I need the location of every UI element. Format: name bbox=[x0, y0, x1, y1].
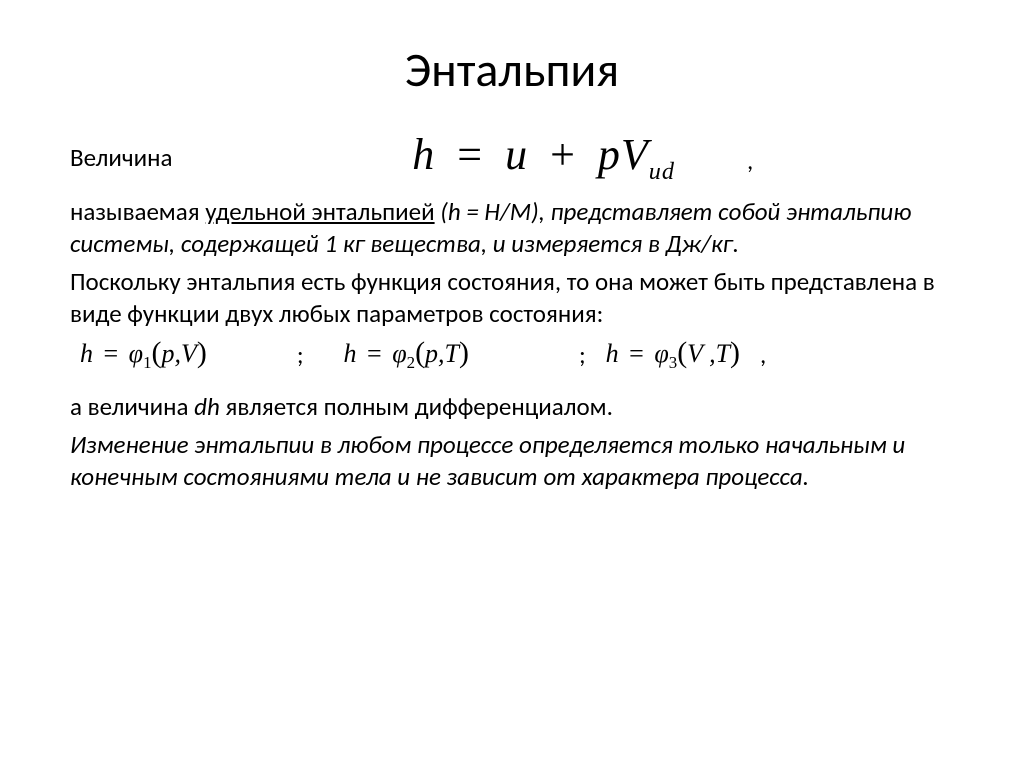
equations-row: h = φ1(p,V) ; h = φ2(p,T) ; h = φ3(V ,T)… bbox=[70, 336, 954, 373]
p1-underlined: удельной энтальпией bbox=[205, 196, 434, 227]
paragraph-2: Поскольку энтальпия есть функция состоян… bbox=[70, 266, 954, 330]
p3-post: является полным дифференциалом. bbox=[220, 391, 613, 422]
main-equation: h = u + pVud , bbox=[212, 129, 954, 186]
p1-pre: называемая bbox=[70, 196, 205, 227]
eq2-args: p,T bbox=[425, 339, 459, 368]
eq3: h = φ3(V ,T) bbox=[606, 336, 740, 373]
eq-rhs1: u bbox=[505, 130, 528, 179]
eq1-lhs: h bbox=[80, 339, 93, 368]
sep2: ; bbox=[469, 339, 606, 370]
eq1-sub: 1 bbox=[143, 353, 151, 372]
eq2-sub: 2 bbox=[407, 353, 415, 372]
eq-rhs2-sub: ud bbox=[649, 158, 675, 185]
eq1: h = φ1(p,V) bbox=[70, 336, 207, 373]
intro-row: Величина h = u + pVud , bbox=[70, 129, 954, 186]
eq3-sub: 3 bbox=[669, 353, 677, 372]
p3-pre: а величина bbox=[70, 391, 194, 422]
eq-lhs: h bbox=[412, 130, 435, 179]
eq1-args: p,V bbox=[161, 339, 196, 368]
eq3-args: V ,T bbox=[687, 339, 730, 368]
eq3-lhs: h bbox=[606, 339, 619, 368]
eq-plus: + bbox=[540, 130, 586, 179]
eq-trailing-comma: , bbox=[687, 145, 754, 176]
eq3-fn: φ bbox=[654, 339, 668, 368]
eq-equals: = bbox=[447, 130, 493, 179]
eq2: h = φ2(p,T) bbox=[344, 336, 469, 373]
paragraph-3: а величина dh является полным дифференци… bbox=[70, 391, 954, 423]
eq2-fn: φ bbox=[392, 339, 406, 368]
p3-dh: dh bbox=[194, 391, 220, 422]
eq-rhs2: pVud bbox=[598, 130, 675, 179]
eq-row-trailing: , bbox=[740, 339, 776, 370]
intro-word: Величина bbox=[70, 142, 212, 173]
paragraph-1: называемая удельной энтальпией (h = H/M)… bbox=[70, 196, 954, 260]
page-title: Энтальпия bbox=[70, 40, 954, 99]
eq-rhs2-base: pV bbox=[598, 130, 649, 179]
slide: Энтальпия Величина h = u + pVud , называ… bbox=[0, 0, 1024, 767]
eq1-fn: φ bbox=[129, 339, 143, 368]
eq2-lhs: h bbox=[344, 339, 357, 368]
sep1: ; bbox=[207, 339, 344, 370]
paragraph-4: Изменение энтальпии в любом процессе опр… bbox=[70, 429, 954, 493]
